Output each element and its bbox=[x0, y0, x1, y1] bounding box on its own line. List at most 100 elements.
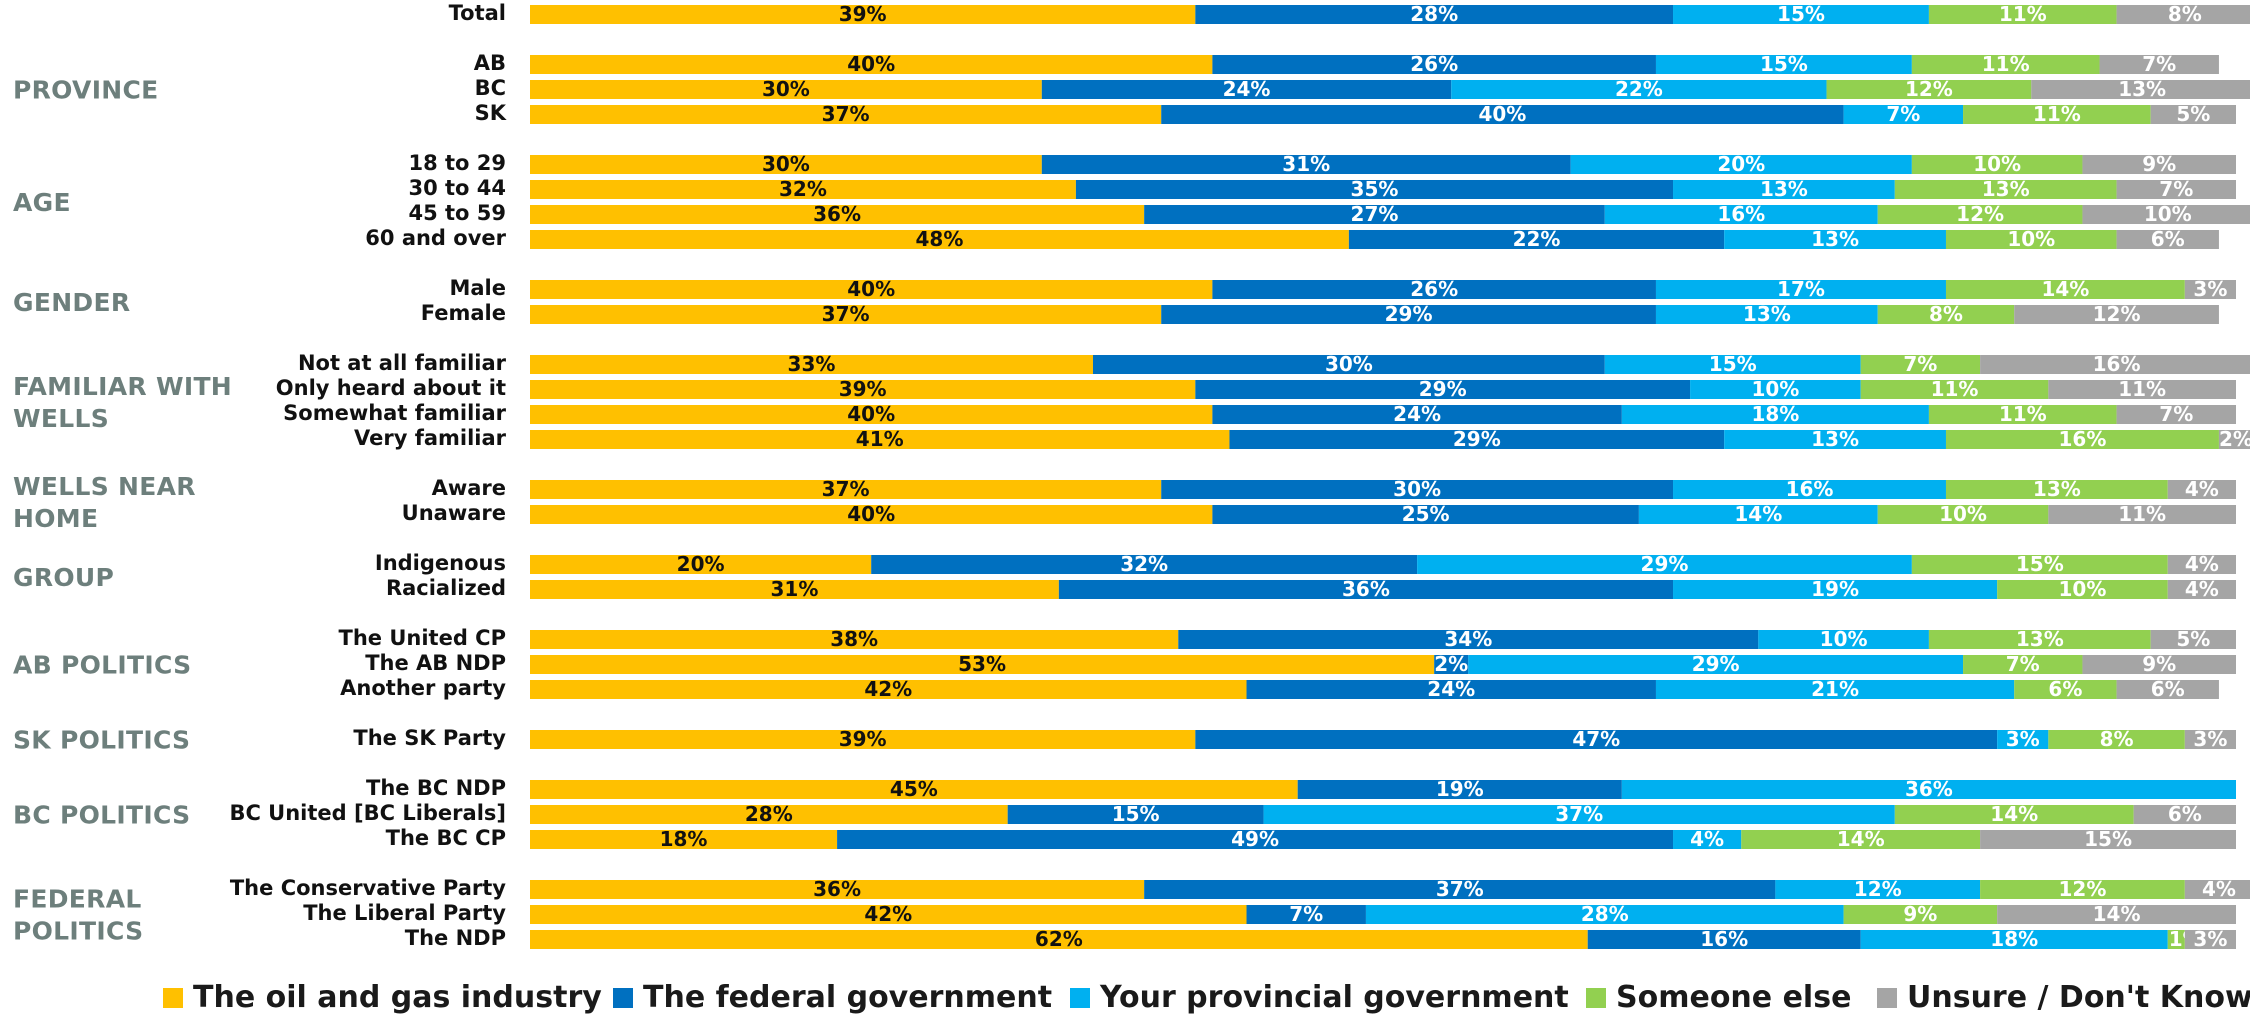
data-label: 16% bbox=[1786, 477, 1834, 501]
bar-segment-your-provincial-government bbox=[1604, 355, 1861, 374]
bar-segment-the-federal-government bbox=[1195, 380, 1691, 399]
bar-segment-the-federal-government bbox=[1161, 105, 1844, 124]
data-label: 2% bbox=[2219, 427, 2250, 451]
bar-segment-the-oil-and-gas-industry bbox=[530, 55, 1213, 74]
data-label: 14% bbox=[1990, 802, 2038, 826]
group-label-wells-near-home: WELLS NEAR HOME bbox=[13, 472, 196, 533]
row-label: The Liberal Party bbox=[303, 901, 506, 925]
row-label: Only heard about it bbox=[276, 376, 506, 400]
data-label: 16% bbox=[2059, 427, 2107, 451]
group-label-sk-politics: SK POLITICS bbox=[13, 726, 190, 755]
bar-segment-the-oil-and-gas-industry bbox=[530, 830, 838, 849]
bar-row-another-party: Another party 42% 24% 21% 6% 6% bbox=[340, 676, 2219, 701]
data-label: 45% bbox=[890, 777, 938, 801]
bar-segment-unsure-don-t-know bbox=[2184, 730, 2236, 749]
data-label: 15% bbox=[2084, 827, 2132, 851]
bar-segment-the-oil-and-gas-industry bbox=[530, 930, 1588, 949]
group-label-group: GROUP bbox=[13, 563, 114, 592]
bar-row-very-familiar: Very familiar 41% 29% 13% 16% 2% bbox=[354, 426, 2250, 451]
legend-item-the-oil-and-gas-industry: The oil and gas industry bbox=[163, 980, 602, 1015]
bar-row-30-to-44: 30 to 44 32% 35% 13% 13% 7% bbox=[408, 176, 2236, 201]
data-label: 29% bbox=[1385, 302, 1433, 326]
legend-label: Unsure / Don't Know bbox=[1907, 980, 2250, 1015]
bar-segment-unsure-don-t-know bbox=[2184, 930, 2236, 949]
bar-segment-your-provincial-government bbox=[1673, 180, 1895, 199]
data-label: 5% bbox=[2176, 102, 2210, 126]
group-label-age: AGE bbox=[13, 188, 71, 217]
data-label: 11% bbox=[1999, 2, 2047, 26]
data-label: 37% bbox=[822, 302, 870, 326]
bar-segment-someone-else bbox=[1911, 155, 2083, 174]
row-label: The SK Party bbox=[353, 726, 506, 750]
data-label: 20% bbox=[1717, 152, 1765, 176]
bar-segment-the-oil-and-gas-industry bbox=[530, 5, 1196, 24]
bar-segment-unsure-don-t-know bbox=[2218, 430, 2250, 449]
bar-row-the-liberal-party: The Liberal Party 42% 7% 28% 9% 14% bbox=[303, 901, 2236, 926]
bar-row-aware: Aware 37% 30% 16% 13% 4% bbox=[432, 476, 2236, 501]
bar-segment-someone-else bbox=[1826, 80, 2032, 99]
data-label: 8% bbox=[2168, 2, 2202, 26]
bar-segment-someone-else bbox=[1860, 380, 2049, 399]
data-label: 3% bbox=[2006, 727, 2040, 751]
bar-segment-someone-else bbox=[1997, 580, 2168, 599]
bar-segment-unsure-don-t-know bbox=[1980, 830, 2236, 849]
bar-segment-the-federal-government bbox=[1212, 55, 1656, 74]
data-label: 30% bbox=[762, 152, 810, 176]
bar-segment-your-provincial-government bbox=[1843, 105, 1964, 124]
legend-swatch bbox=[613, 988, 633, 1008]
data-label: 13% bbox=[2033, 477, 2081, 501]
bar-segment-unsure-don-t-know bbox=[2184, 280, 2236, 299]
bar-segment-your-provincial-government bbox=[1655, 680, 2015, 699]
data-label: 3% bbox=[2193, 927, 2227, 951]
bar-row-the-conservative-party: The Conservative Party 36% 37% 12% 12% 4% bbox=[230, 876, 2250, 901]
bar-segment-your-provincial-government bbox=[1621, 405, 1929, 424]
data-label: 18% bbox=[660, 827, 708, 851]
data-label: 13% bbox=[2118, 77, 2166, 101]
bar-segment-the-oil-and-gas-industry bbox=[530, 405, 1213, 424]
data-label: 9% bbox=[1903, 902, 1937, 926]
data-label: 39% bbox=[839, 727, 887, 751]
bar-segment-the-federal-government bbox=[1297, 780, 1622, 799]
group-label-ab-politics: AB POLITICS bbox=[13, 651, 191, 680]
bar-segment-unsure-don-t-know bbox=[2150, 630, 2236, 649]
bar-segment-unsure-don-t-know bbox=[1997, 905, 2236, 924]
bar-row-ab: AB 40% 26% 15% 11% 7% bbox=[474, 51, 2219, 76]
bar-segment-unsure-don-t-know bbox=[2082, 155, 2236, 174]
data-label: 6% bbox=[2168, 802, 2202, 826]
bar-segment-your-provincial-government bbox=[1775, 880, 1981, 899]
bar-segment-your-provincial-government bbox=[1673, 5, 1929, 24]
data-label: 4% bbox=[2185, 477, 2219, 501]
bar-row-not-at-all-familiar: Not at all familiar 33% 30% 15% 7% 16% bbox=[298, 351, 2250, 376]
data-label: 48% bbox=[916, 227, 964, 251]
data-label: 29% bbox=[1419, 377, 1467, 401]
bar-segment-the-federal-government bbox=[1195, 730, 1998, 749]
legend-swatch bbox=[1070, 988, 1090, 1008]
bar-segment-the-oil-and-gas-industry bbox=[530, 430, 1230, 449]
row-label: The BC NDP bbox=[366, 776, 506, 800]
data-label: 37% bbox=[822, 102, 870, 126]
bar-segment-your-provincial-government bbox=[1690, 380, 1861, 399]
data-label: 37% bbox=[1555, 802, 1603, 826]
bar-segment-someone-else bbox=[1945, 280, 2185, 299]
data-label: 10% bbox=[2059, 577, 2107, 601]
bar-segment-someone-else bbox=[2048, 730, 2185, 749]
data-label: 3% bbox=[2193, 727, 2227, 751]
bar-segment-someone-else bbox=[1894, 805, 2134, 824]
bar-segment-the-federal-government bbox=[1075, 180, 1674, 199]
bar-segment-unsure-don-t-know bbox=[2116, 5, 2250, 24]
bar-segment-the-oil-and-gas-industry bbox=[530, 205, 1145, 224]
data-label: 29% bbox=[1692, 652, 1740, 676]
bar-row-18-to-29: 18 to 29 30% 31% 20% 10% 9% bbox=[408, 151, 2236, 176]
bar-segment-unsure-don-t-know bbox=[2116, 230, 2219, 249]
data-label: 15% bbox=[2016, 552, 2064, 576]
bar-segment-the-oil-and-gas-industry bbox=[530, 680, 1247, 699]
data-label: 6% bbox=[2048, 677, 2082, 701]
bar-segment-someone-else bbox=[1860, 355, 1981, 374]
bar-segment-someone-else bbox=[2167, 930, 2185, 949]
bar-segment-the-federal-government bbox=[1434, 655, 1469, 674]
bar-segment-the-federal-government bbox=[1058, 580, 1674, 599]
data-label: 22% bbox=[1615, 77, 1663, 101]
bar-segment-someone-else bbox=[1945, 230, 2117, 249]
bar-segment-the-federal-government bbox=[1212, 405, 1622, 424]
